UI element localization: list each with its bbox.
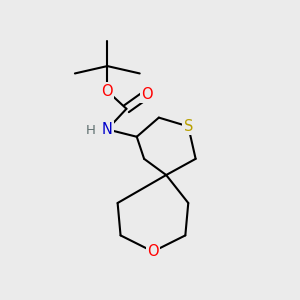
Text: O: O xyxy=(141,87,153,102)
Text: S: S xyxy=(184,119,193,134)
Text: N: N xyxy=(102,122,113,137)
Text: H: H xyxy=(86,124,96,137)
Text: O: O xyxy=(147,244,159,259)
Text: O: O xyxy=(101,84,113,99)
